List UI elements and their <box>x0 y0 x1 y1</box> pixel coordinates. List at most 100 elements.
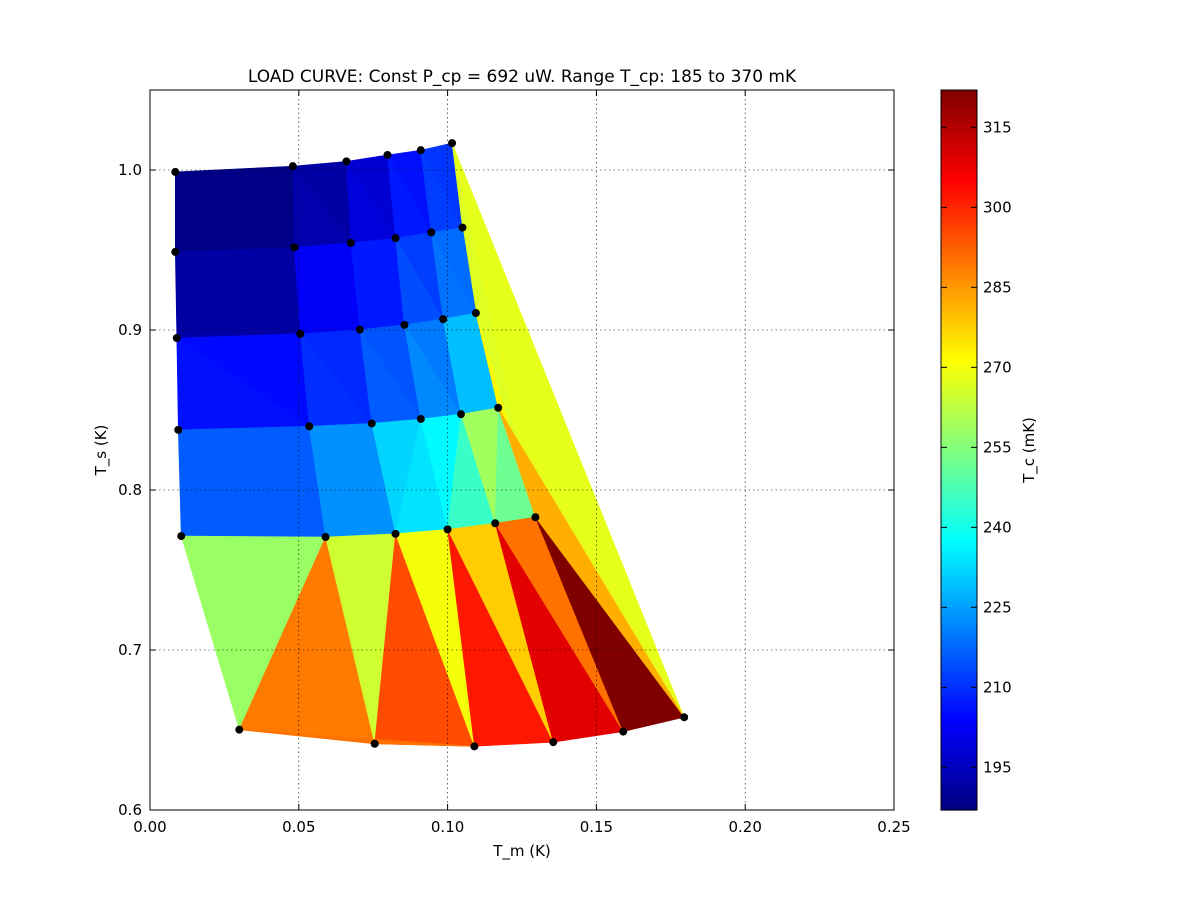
data-point-30 <box>235 725 244 734</box>
chart-title: LOAD CURVE: Const P_cp = 692 uW. Range T… <box>248 67 797 87</box>
data-point-20 <box>367 419 376 428</box>
x-axis-label: T_m (K) <box>492 842 551 861</box>
colorbar-band-17 <box>941 738 977 743</box>
colorbar-band-42 <box>941 638 977 643</box>
colorbar-band-101 <box>941 402 977 407</box>
colorbar-tick-label-2: 225 <box>983 598 1012 616</box>
colorbar-band-6 <box>941 782 977 787</box>
colorbar-band-20 <box>941 726 977 731</box>
colorbar-band-128 <box>941 294 977 299</box>
colorbar-band-176 <box>941 102 977 107</box>
colorbar-band-29 <box>941 690 977 695</box>
colorbar-band-173 <box>941 114 977 119</box>
x-axis-ticks: 0.00 0.05 0.10 0.15 0.20 0.25 <box>133 90 911 836</box>
colorbar-band-4 <box>941 790 977 795</box>
colorbar-band-67 <box>941 538 977 543</box>
colorbar-tick-label-3: 240 <box>983 518 1012 536</box>
colorbar-band-22 <box>941 718 977 723</box>
colorbar-band-116 <box>941 342 977 347</box>
colorbar-band-52 <box>941 598 977 603</box>
y-tick-label-0: 0.6 <box>118 801 142 819</box>
colorbar-ticks: 195 210 225 240 255 270 285 300 315 <box>941 118 1012 776</box>
colorbar-band-84 <box>941 470 977 475</box>
colorbar-band-114 <box>941 350 977 355</box>
colorbar-band-160 <box>941 166 977 171</box>
colorbar-band-105 <box>941 386 977 391</box>
colorbar-band-55 <box>941 586 977 591</box>
data-point-9 <box>391 234 400 243</box>
data-point-15 <box>400 320 409 329</box>
colorbar-band-72 <box>941 518 977 523</box>
colorbar-band-53 <box>941 594 977 599</box>
colorbar-tick-label-0: 195 <box>983 758 1012 776</box>
y-tick-label-1: 0.7 <box>118 641 142 659</box>
colorbar-band-143 <box>941 234 977 239</box>
y-tick-label-4: 1.0 <box>118 161 142 179</box>
colorbar-band-30 <box>941 686 977 691</box>
colorbar-band-33 <box>941 674 977 679</box>
colorbar-frame <box>940 89 978 811</box>
colorbar-band-153 <box>941 194 977 199</box>
colorbar-band-3 <box>941 794 977 799</box>
colorbar-band-100 <box>941 406 977 411</box>
colorbar-band-159 <box>941 170 977 175</box>
mesh-triangle-55 <box>239 729 475 747</box>
colorbar-band-127 <box>941 298 977 303</box>
x-tick-label-5: 0.25 <box>877 818 910 836</box>
data-point-11 <box>458 223 467 232</box>
colorbar: 195 210 225 240 255 270 285 300 315 T_c (mK) <box>940 89 1039 811</box>
data-point-6 <box>171 247 180 256</box>
colorbar-band-135 <box>941 266 977 271</box>
colorbar-band-38 <box>941 654 977 659</box>
colorbar-band-66 <box>941 542 977 547</box>
colorbar-band-92 <box>941 438 977 443</box>
colorbar-band-89 <box>941 450 977 455</box>
data-point-22 <box>456 410 465 419</box>
colorbar-band-80 <box>941 486 977 491</box>
colorbar-band-111 <box>941 362 977 367</box>
colorbar-band-58 <box>941 574 977 579</box>
data-point-28 <box>491 519 500 528</box>
colorbar-band-37 <box>941 658 977 663</box>
colorbar-band-59 <box>941 570 977 575</box>
colorbar-band-88 <box>941 454 977 459</box>
x-tick-label-2: 0.10 <box>431 818 464 836</box>
data-point-34 <box>619 727 628 736</box>
colorbar-band-36 <box>941 662 977 667</box>
colorbar-band-141 <box>941 242 977 247</box>
colorbar-band-78 <box>941 494 977 499</box>
colorbar-band-26 <box>941 702 977 707</box>
colorbar-band-71 <box>941 522 977 527</box>
colorbar-band-45 <box>941 626 977 631</box>
colorbar-band-91 <box>941 442 977 447</box>
colorbar-band-75 <box>941 506 977 511</box>
colorbar-band-144 <box>941 230 977 235</box>
colorbar-band-126 <box>941 302 977 307</box>
colorbar-band-7 <box>941 778 977 783</box>
colorbar-band-87 <box>941 458 977 463</box>
colorbar-gradient <box>941 90 977 811</box>
colorbar-band-131 <box>941 282 977 287</box>
colorbar-band-134 <box>941 270 977 275</box>
colorbar-band-98 <box>941 414 977 419</box>
x-tick-label-3: 0.15 <box>580 818 613 836</box>
data-point-32 <box>470 742 479 751</box>
colorbar-band-56 <box>941 582 977 587</box>
colorbar-band-86 <box>941 462 977 467</box>
x-tick-label-4: 0.20 <box>728 818 761 836</box>
data-point-16 <box>439 315 448 324</box>
colorbar-band-83 <box>941 474 977 479</box>
colorbar-band-157 <box>941 178 977 183</box>
colorbar-band-170 <box>941 126 977 131</box>
colorbar-band-43 <box>941 634 977 639</box>
data-point-2 <box>342 157 351 166</box>
colorbar-band-150 <box>941 206 977 211</box>
colorbar-band-2 <box>941 798 977 803</box>
colorbar-band-82 <box>941 478 977 483</box>
colorbar-band-162 <box>941 158 977 163</box>
colorbar-band-138 <box>941 254 977 259</box>
colorbar-band-77 <box>941 498 977 503</box>
data-point-4 <box>416 146 425 155</box>
colorbar-band-65 <box>941 546 977 551</box>
